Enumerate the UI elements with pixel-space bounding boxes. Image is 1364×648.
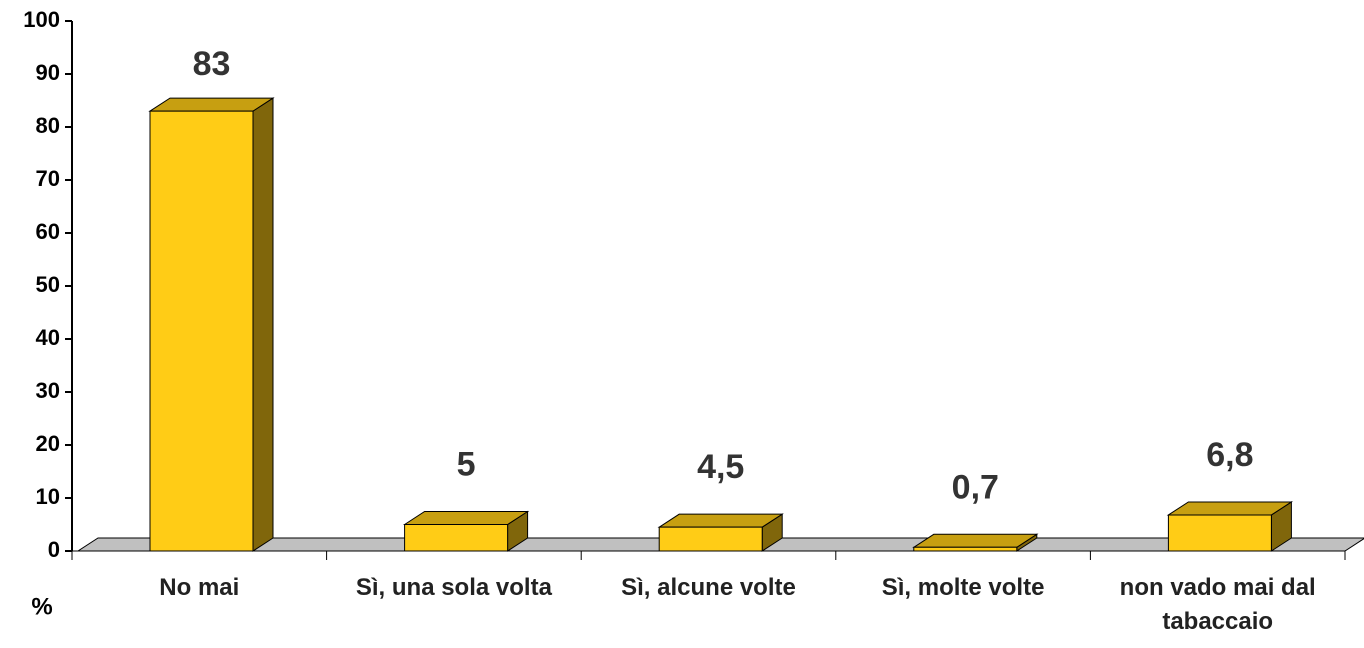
bar-front (1167, 514, 1272, 552)
value-label: 0,7 (952, 468, 999, 506)
y-axis-label: % (31, 593, 52, 620)
x-tick-label: Sì, una sola volta (355, 574, 552, 601)
y-tick-label: 60 (36, 219, 60, 244)
bar (1166, 501, 1294, 552)
y-tick-label: 90 (36, 60, 60, 85)
bar-side (252, 97, 274, 552)
y-tick-label: 0 (48, 537, 60, 562)
bar-front (658, 526, 763, 552)
bar (912, 533, 1039, 552)
x-tick-label: Sì, alcune volte (621, 574, 796, 601)
x-tick-label: non vado mai dal tabaccaio (1119, 574, 1316, 635)
bar-front (404, 524, 509, 552)
y-tick-label: 30 (36, 378, 60, 403)
bar-front (149, 110, 254, 552)
bar-top (1166, 501, 1294, 516)
y-tick-label: 20 (36, 431, 60, 456)
bar-top (657, 513, 784, 528)
bar-front (913, 546, 1018, 552)
x-tick-label: No mai (159, 574, 240, 601)
y-tick-label: 100 (23, 7, 60, 32)
bar (402, 510, 530, 552)
y-tick-label: 80 (36, 113, 60, 138)
y-tick-label: 70 (36, 166, 60, 191)
x-tick-label: Sì, molte volte (881, 574, 1045, 601)
value-label: 6,8 (1206, 436, 1253, 474)
value-label: 4,5 (697, 448, 744, 486)
y-tick-label: 50 (36, 272, 60, 297)
bar (148, 97, 275, 552)
bar-top (912, 533, 1039, 548)
bar-top (402, 511, 530, 525)
bar-top (148, 97, 275, 112)
y-tick-label: 40 (36, 325, 60, 350)
value-label: 5 (457, 445, 476, 483)
value-label: 83 (193, 45, 231, 83)
y-tick-label: 10 (36, 484, 60, 509)
bar (657, 513, 784, 552)
